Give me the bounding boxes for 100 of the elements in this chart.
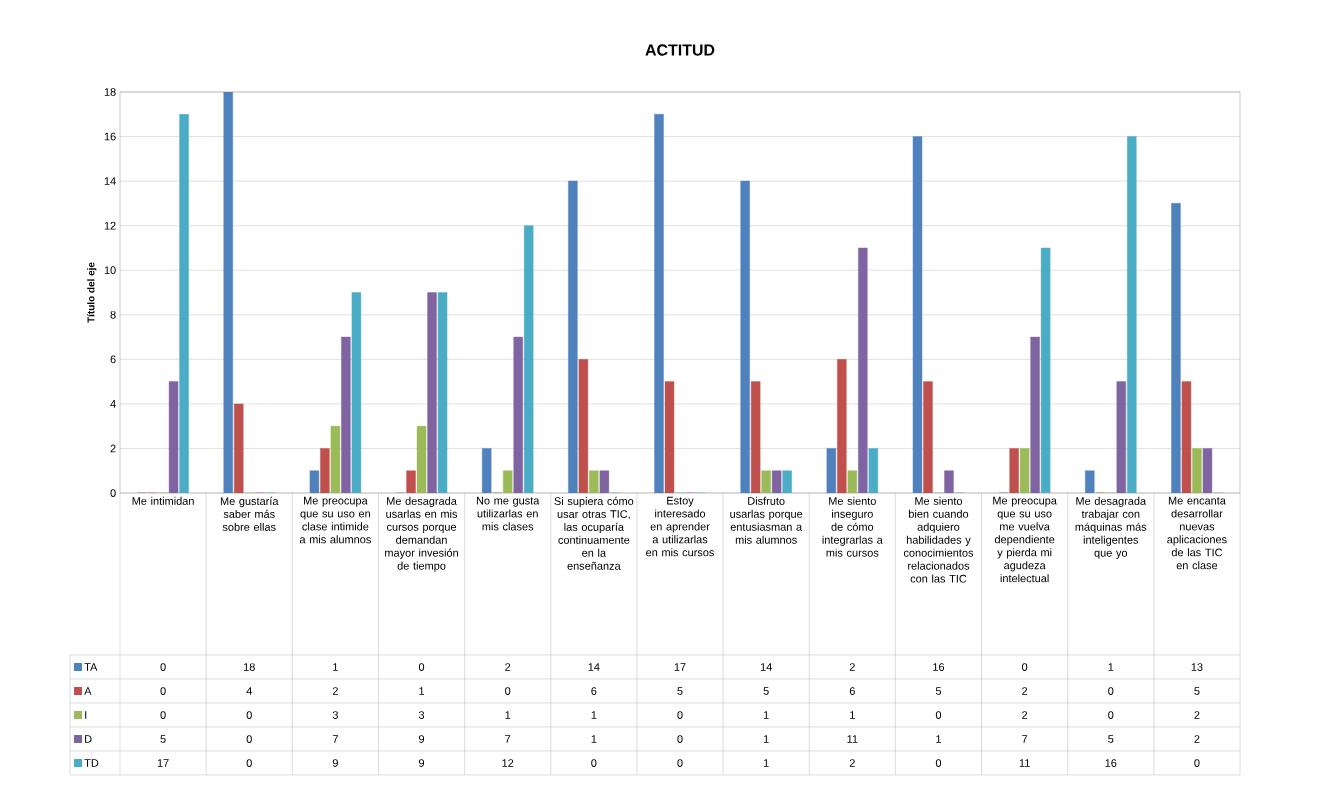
bar [1085, 470, 1095, 493]
data-label: 0 [677, 735, 683, 743]
data-label: 1 [591, 735, 597, 743]
y-axis-title: Título del eje [87, 262, 97, 323]
data-label: 17 [157, 759, 169, 767]
data-label: 0 [591, 759, 597, 767]
bar [568, 180, 578, 493]
data-label: 5 [1194, 687, 1200, 695]
data-label: 5 [935, 687, 942, 695]
bar [912, 136, 923, 493]
data-label: 16 [1105, 759, 1117, 767]
data-label: 11 [1019, 759, 1030, 767]
y-tick-label: 0 [110, 489, 116, 497]
data-label: 1 [850, 711, 855, 719]
bar [1040, 247, 1051, 493]
y-tick-label: 8 [110, 310, 116, 319]
x-tick-label: Me encanta desarrollar nuevas aplicaciones de las TIC en clase [1167, 496, 1227, 570]
data-label: 14 [588, 663, 600, 671]
data-label: 12 [502, 759, 514, 767]
x-tick-label: Me siento bien cuando adquiero habilidades y conocimientos relacionados con las TIC [903, 496, 974, 583]
y-tick-label: 6 [110, 355, 116, 364]
data-label: 5 [763, 687, 769, 695]
x-tick-label: Si supiera cómo usar otras TIC, las ocuparía continuamente en la enseñanza [554, 496, 634, 570]
bar [1127, 136, 1137, 493]
y-tick-label: 16 [104, 132, 116, 141]
bar [524, 225, 534, 493]
data-label: 2 [849, 759, 855, 767]
data-label: 2 [505, 663, 511, 671]
x-tick-label: Estoy interesado en aprender a utilizarlas en mis cursos [646, 496, 715, 557]
y-tick-label: 10 [104, 266, 116, 275]
x-tick-label: Disfruto usarlas porque entusiasman a mis alumnos [730, 496, 803, 544]
bar [1171, 203, 1181, 493]
data-label: 0 [246, 711, 252, 719]
y-tick-label: 2 [110, 444, 116, 453]
y-tick-label: 12 [104, 221, 116, 230]
data-label: 3 [418, 711, 425, 719]
data-label: 1 [936, 735, 941, 743]
data-label: 9 [419, 735, 425, 743]
legend-label: TA [84, 663, 98, 671]
data-label: 0 [935, 711, 942, 719]
data-label: 0 [160, 711, 166, 719]
bar [868, 448, 879, 493]
data-label: 16 [933, 663, 945, 671]
data-label: 1 [763, 735, 769, 743]
data-label: 0 [935, 759, 942, 767]
x-tick-label: Me desagrada trabajar con máquinas más inteligentes que yo [1075, 496, 1147, 559]
data-label: 1 [763, 711, 769, 719]
data-label: 1 [333, 663, 338, 671]
legend-label: I [85, 711, 87, 719]
data-label: 1 [505, 711, 511, 719]
data-label: 3 [332, 711, 338, 719]
bar [437, 292, 448, 493]
legend-label: TD [84, 759, 99, 767]
data-label: 0 [160, 687, 166, 695]
x-tick-label: Me preocupa que su uso en clase intimide a mis alumnos [299, 496, 371, 544]
data-label: 2 [1022, 711, 1028, 719]
data-label: 5 [1108, 735, 1114, 743]
data-label: 9 [419, 759, 425, 767]
y-tick-label: 14 [104, 177, 116, 185]
x-tick-label: Me gustaría saber más sobre ellas [220, 496, 279, 531]
data-label: 17 [674, 663, 686, 671]
data-label: 0 [677, 759, 683, 767]
x-tick-label: Me desagrada usarlas en mis cursos porque demandan mayor invesión de tiempo [385, 496, 458, 572]
x-tick-label: Me intimidan [132, 496, 194, 505]
data-label: 0 [1108, 687, 1114, 695]
data-label: 0 [1194, 759, 1200, 767]
data-label: 2 [1194, 711, 1200, 719]
data-label: 5 [677, 687, 683, 695]
bar [482, 448, 492, 493]
data-label: 13 [1191, 663, 1203, 671]
data-label: 7 [332, 735, 338, 743]
data-label: 2 [849, 663, 855, 671]
bar [654, 114, 664, 493]
data-label: 1 [419, 687, 425, 695]
data-label: 9 [332, 759, 338, 767]
data-label: 11 [847, 735, 858, 743]
bar [179, 114, 189, 493]
data-label: 2 [1194, 735, 1200, 743]
data-label: 7 [505, 735, 511, 743]
data-label: 0 [246, 735, 252, 743]
data-label: 6 [591, 687, 597, 695]
x-tick-label: Me preocupa que su uso me vuelva dependiente y pierda mi agudeza intelectual [993, 496, 1057, 583]
data-label: 0 [1022, 663, 1028, 671]
chart-title: ACTITUD [645, 44, 715, 56]
data-label: 18 [243, 663, 255, 671]
x-tick-label: No me gusta utilizarlas en mis clases [476, 496, 540, 531]
data-label: 1 [591, 711, 597, 719]
data-label: 2 [1022, 687, 1028, 695]
data-label: 6 [849, 687, 855, 695]
y-tick-label: 18 [104, 88, 116, 96]
x-tick-label: Me siento inseguro de cómo integrarlas a mis cursos [822, 496, 883, 557]
data-label: 0 [677, 711, 683, 719]
bar [826, 448, 837, 493]
data-label: 7 [1022, 735, 1028, 743]
data-label: 0 [246, 759, 252, 767]
data-label: 5 [160, 735, 166, 743]
data-label: 14 [760, 663, 772, 671]
data-label: 0 [160, 663, 166, 671]
bar [782, 470, 792, 493]
data-label: 1 [763, 759, 769, 767]
